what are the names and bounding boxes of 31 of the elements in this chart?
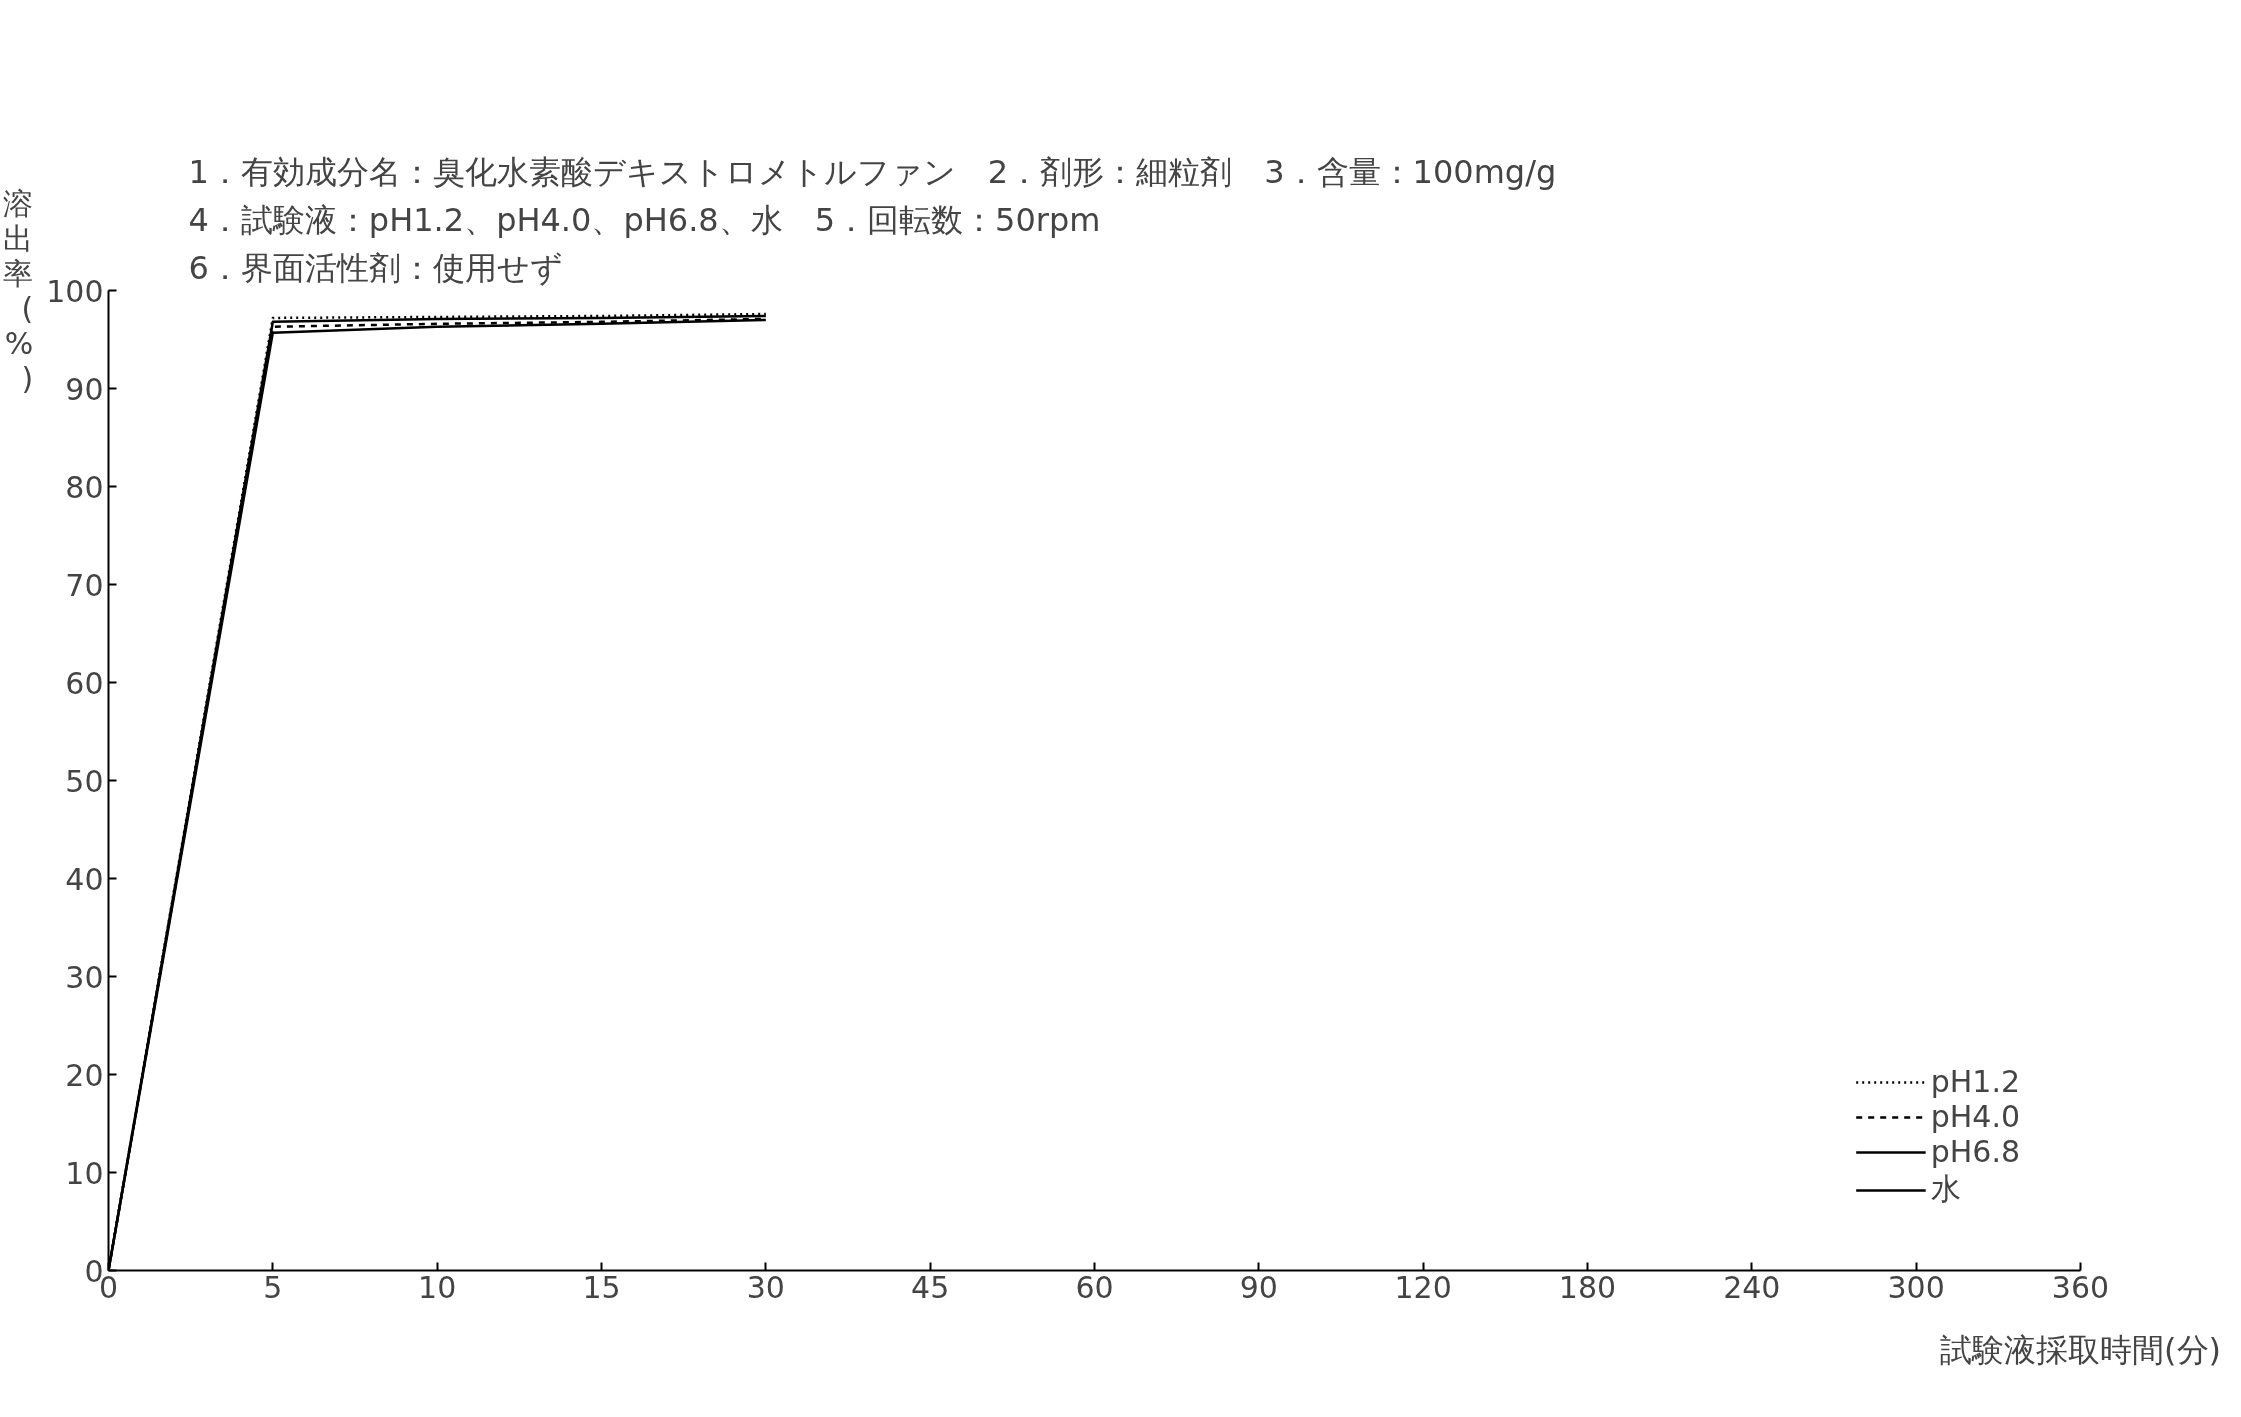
x-tick-label: 360 bbox=[2051, 1269, 2110, 1305]
y-tick-label: 100 bbox=[46, 273, 104, 309]
x-axis-title: 試験液採取時間(分) bbox=[1940, 1330, 2221, 1369]
y-tick-label: 50 bbox=[65, 763, 104, 799]
y-tick-label: 40 bbox=[65, 861, 104, 897]
x-tick-label: 180 bbox=[1558, 1269, 1617, 1305]
x-tick-label: 15 bbox=[582, 1269, 621, 1305]
legend-label: pH4.0 bbox=[1930, 1099, 2020, 1134]
x-tick-label: 60 bbox=[1075, 1269, 1114, 1305]
y-tick-label: 80 bbox=[65, 469, 104, 505]
legend-label: pH6.8 bbox=[1930, 1134, 2020, 1169]
y-tick-label: 20 bbox=[65, 1057, 104, 1093]
y-tick-label: 10 bbox=[65, 1155, 104, 1191]
x-tick-label: 45 bbox=[911, 1269, 950, 1305]
y-tick-label: 70 bbox=[65, 567, 104, 603]
y-tick-label: 90 bbox=[65, 371, 104, 407]
x-tick-label: 10 bbox=[418, 1269, 457, 1305]
y-axis-title: 溶出率(%) bbox=[3, 185, 34, 396]
x-tick-label: 120 bbox=[1394, 1269, 1452, 1305]
x-tick-label: 30 bbox=[746, 1269, 785, 1305]
chart-title: 1．有効成分名：臭化水素酸デキストロメトルファン 2．剤形：細粒剤 3．含量：100mg/g bbox=[188, 152, 1557, 191]
x-tick-label: 90 bbox=[1239, 1269, 1278, 1305]
x-tick-label: 240 bbox=[1723, 1269, 1781, 1305]
legend-label: pH1.2 bbox=[1930, 1064, 2020, 1099]
x-tick-label: 5 bbox=[263, 1269, 283, 1305]
y-tick-label: 30 bbox=[65, 959, 104, 995]
y-tick-label: 60 bbox=[65, 665, 104, 701]
text: 6．界面活性剤：使用せず bbox=[188, 248, 563, 287]
x-tick-label: 300 bbox=[1887, 1269, 1945, 1305]
legend-label: 水 bbox=[1930, 1170, 1961, 1208]
chart-subtitle: 4．試験液：pH1.2、pH4.0、pH6.8、水 5．回転数：50rpm bbox=[188, 200, 1101, 239]
